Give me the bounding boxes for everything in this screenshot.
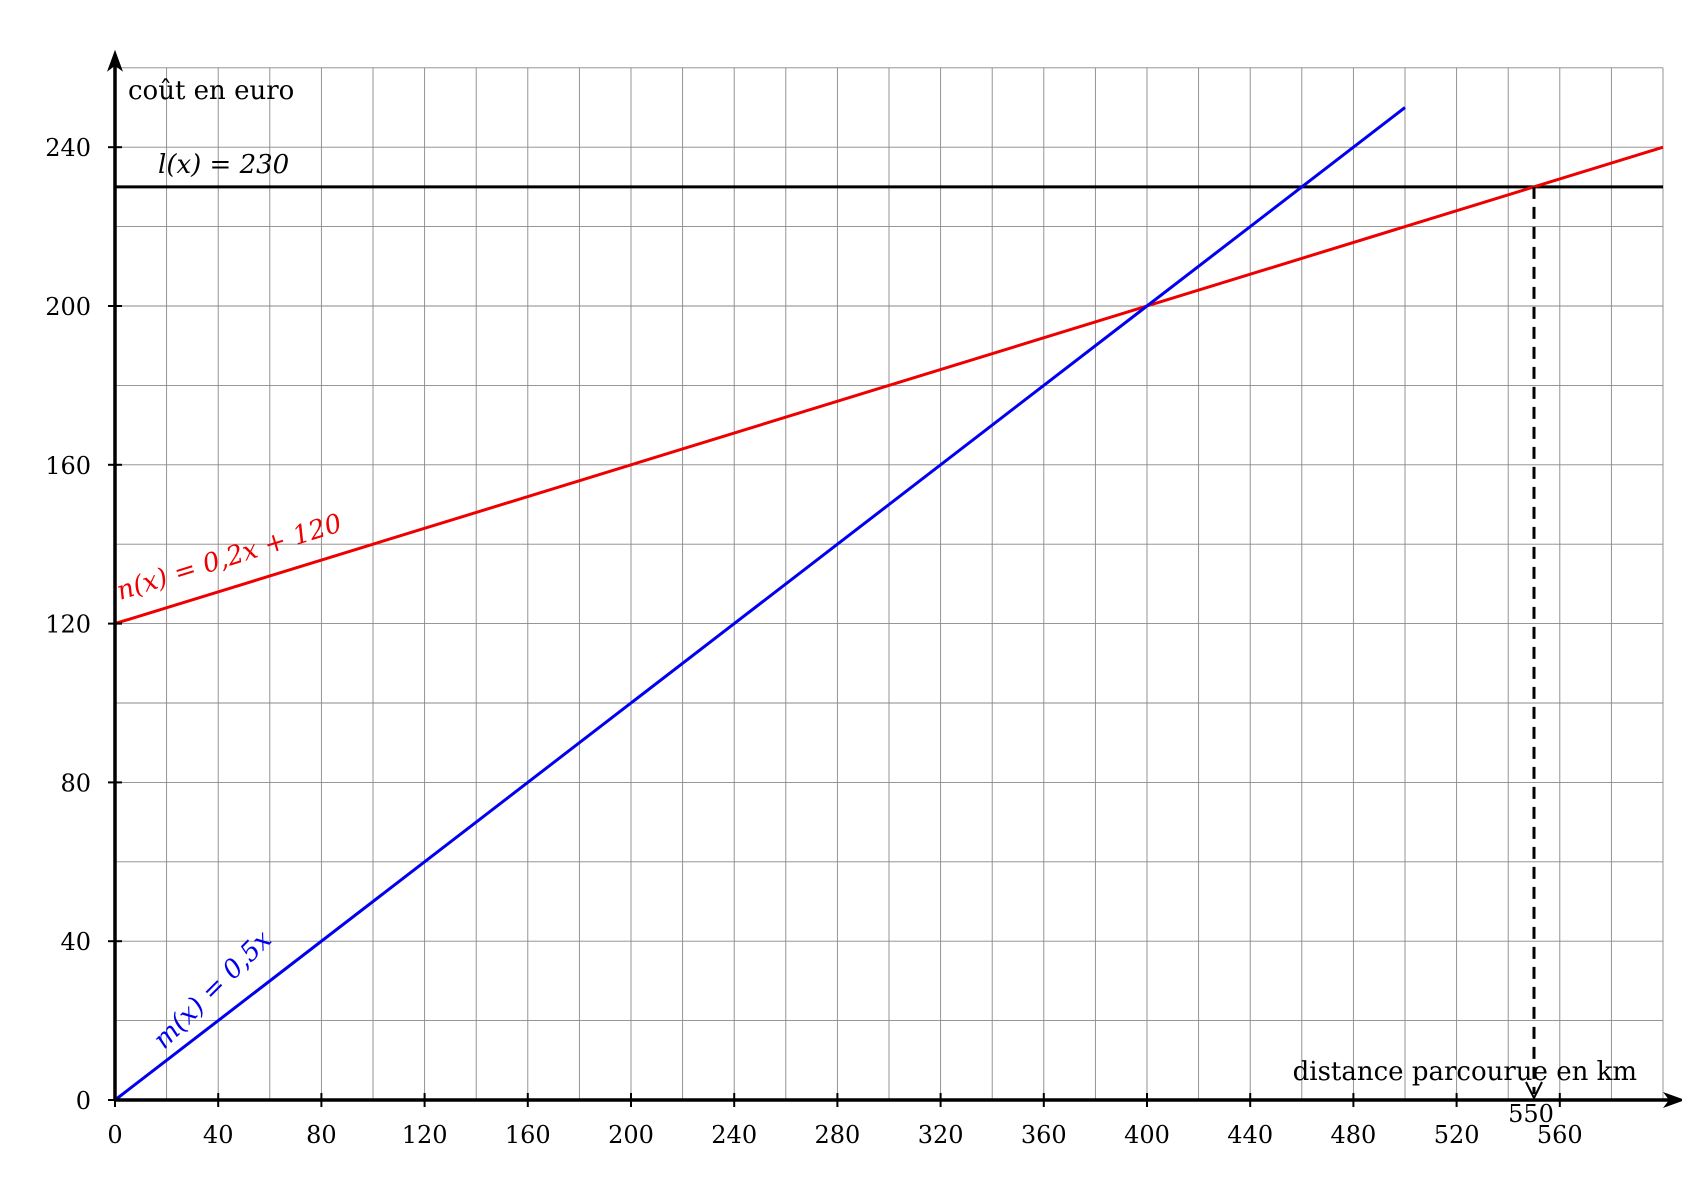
y-tick-label: 0 <box>76 1087 91 1115</box>
annotation-label-550: 550 <box>1508 1100 1554 1128</box>
y-tick-label: 120 <box>45 611 91 639</box>
x-tick-label: 440 <box>1227 1121 1273 1149</box>
x-tick-label: 0 <box>107 1121 122 1149</box>
x-tick-label: 480 <box>1330 1121 1376 1149</box>
annotation-arrowhead <box>1525 1081 1543 1101</box>
x-tick-label: 320 <box>918 1121 964 1149</box>
series-layer <box>114 106 1664 1102</box>
x-tick-label: 160 <box>505 1121 551 1149</box>
y-tick-labels: 0 40 80 120 160 200 240 <box>45 134 122 1115</box>
x-tick-label: 400 <box>1124 1121 1170 1149</box>
x-axis-arrowhead <box>1663 1092 1682 1108</box>
x-tick-labels: 0 40 80 120 160 200 240 280 320 360 400 440 480 520 56… <box>107 1093 1583 1149</box>
y-tick-label: 200 <box>45 293 91 321</box>
x-axis-label: distance parcourue en km <box>1293 1057 1637 1087</box>
x-tick-label: 80 <box>306 1121 337 1149</box>
y-tick-label: 80 <box>60 769 91 797</box>
x-tick-label: 520 <box>1434 1121 1480 1149</box>
annotation-layer <box>1525 186 1543 1101</box>
series-label-n: n(x) = 0,2x + 120 <box>113 508 345 606</box>
y-axis-label: coût en euro <box>128 76 294 106</box>
series-line-m <box>114 106 1406 1102</box>
series-label-l: l(x) = 230 <box>158 150 289 180</box>
y-tick-label: 40 <box>60 928 91 956</box>
x-tick-label: 240 <box>711 1121 757 1149</box>
y-tick-label: 240 <box>45 134 91 162</box>
grid <box>115 67 1664 1100</box>
x-tick-label: 40 <box>203 1121 234 1149</box>
axes <box>107 49 1682 1108</box>
series-line-n <box>114 145 1664 626</box>
x-tick-label: 120 <box>402 1121 448 1149</box>
x-tick-label: 560 <box>1537 1121 1583 1149</box>
y-axis-arrowhead <box>107 49 123 72</box>
x-tick-label: 200 <box>608 1121 654 1149</box>
x-tick-label: 360 <box>1021 1121 1067 1149</box>
y-tick-label: 160 <box>45 452 91 480</box>
x-tick-label: 280 <box>814 1121 860 1149</box>
